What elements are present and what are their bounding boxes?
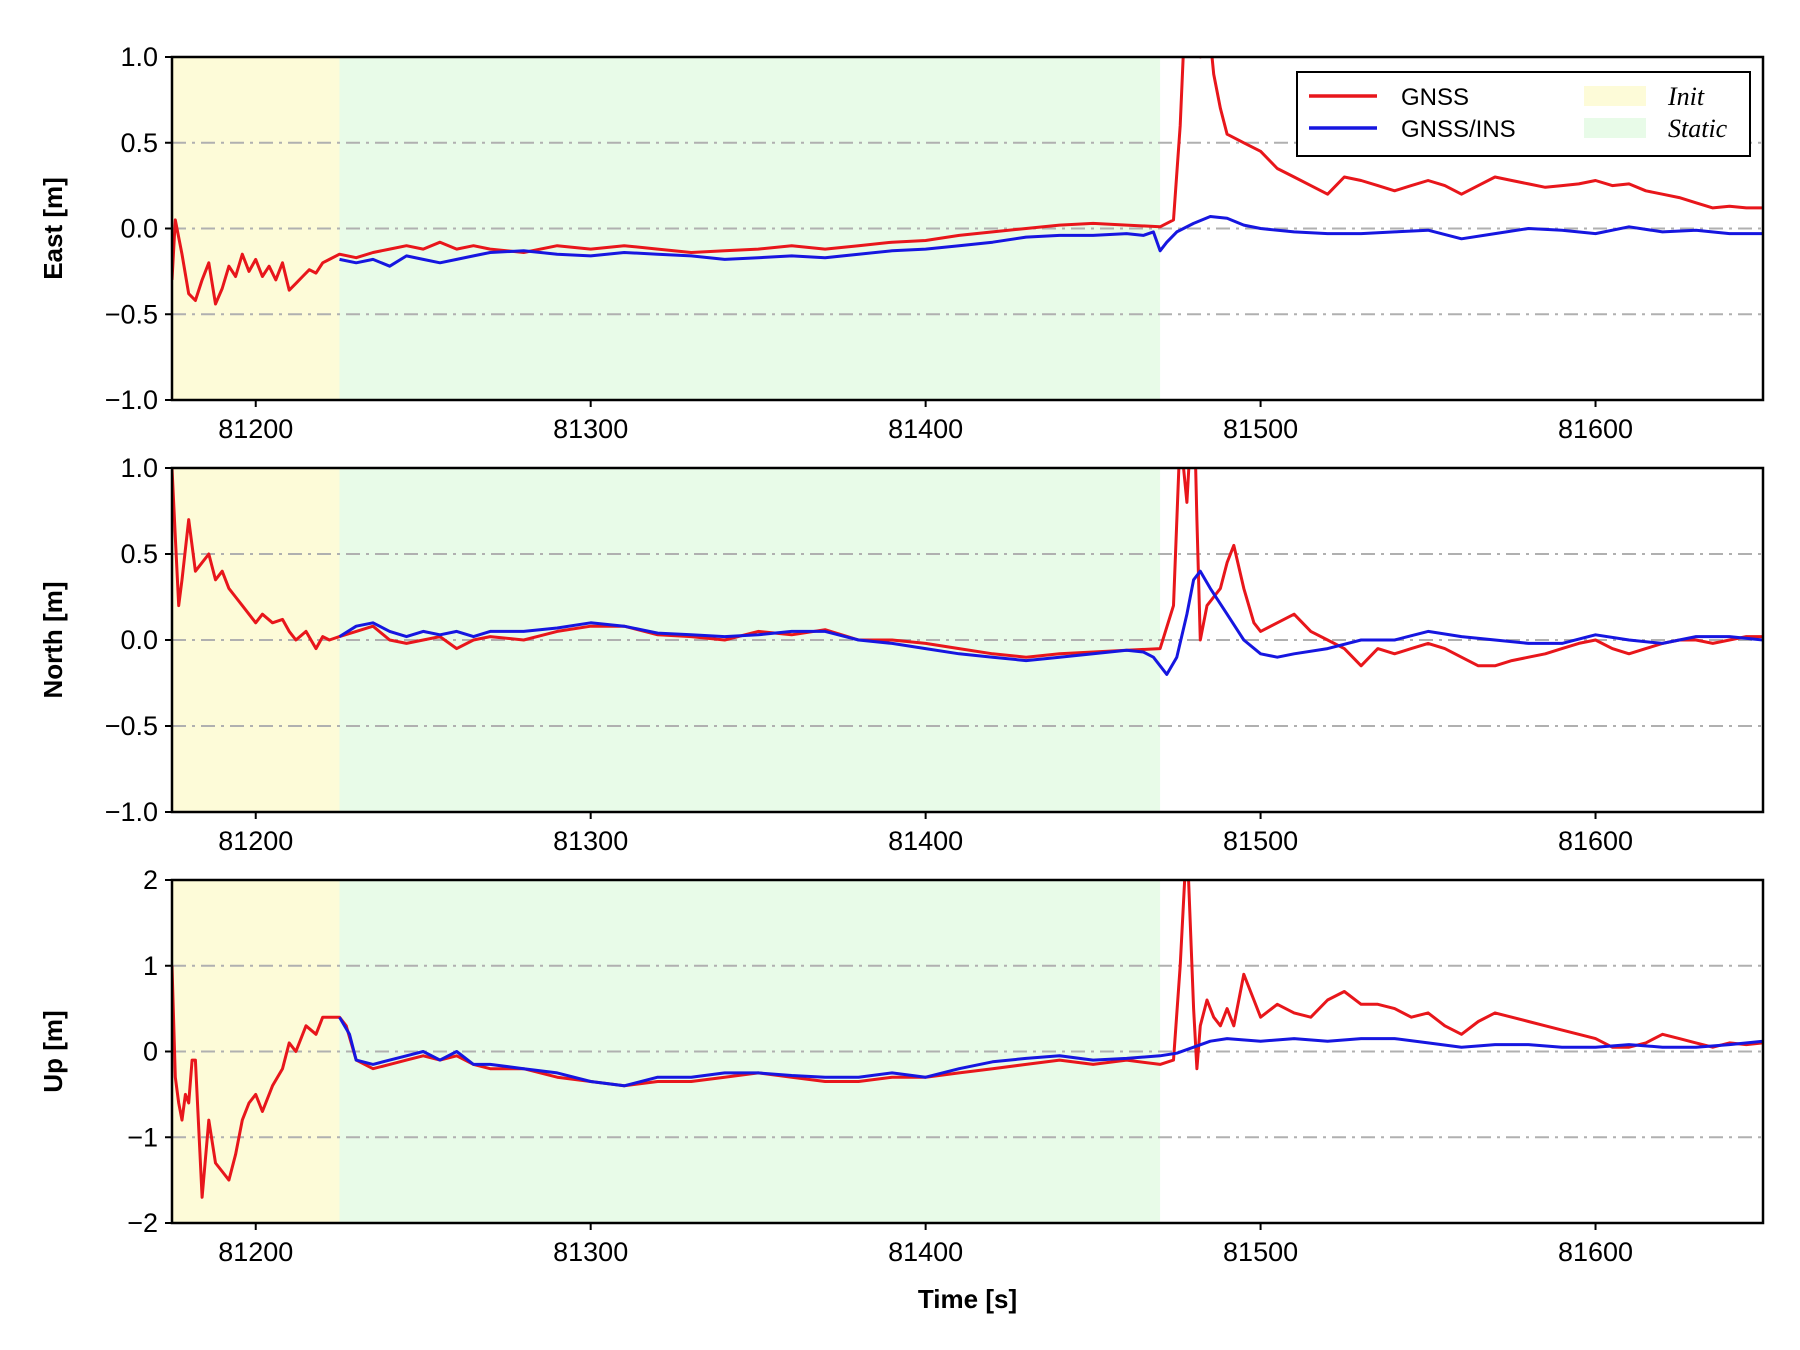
y-tick-label: 1 xyxy=(143,951,158,981)
series-line-gnss-ins xyxy=(338,1016,1763,1088)
y-axis-title: East [m] xyxy=(38,177,68,280)
series-line-gnss xyxy=(172,468,1763,668)
y-tick-label: 2 xyxy=(143,865,158,895)
y-tick-label: −1 xyxy=(127,1122,158,1152)
shaded-region-init xyxy=(172,57,340,400)
panels: 1.0 0.5 0.0 −0.5 −1.0 81200 81300 81400 81500 816… xyxy=(38,42,1765,1267)
y-tick-label: −1.0 xyxy=(105,797,158,827)
x-tick-label: 81400 xyxy=(888,1237,963,1267)
x-tick-label: 81600 xyxy=(1558,826,1633,856)
legend-label: Static xyxy=(1668,114,1728,143)
y-tick-label: 1.0 xyxy=(120,453,158,483)
panel-2: 1.0 0.5 0.0 −0.5 −1.0 81200 81300 81400 81500 816… xyxy=(38,453,1765,856)
y-tick-label: 1.0 xyxy=(120,42,158,72)
y-axis-title: North [m] xyxy=(38,582,68,699)
x-tick-label: 81400 xyxy=(888,414,963,444)
x-tick-label: 81500 xyxy=(1223,826,1298,856)
x-tick-label: 81300 xyxy=(553,414,628,444)
y-tick-label: −0.5 xyxy=(105,711,158,741)
x-tick-label: 81200 xyxy=(218,414,293,444)
y-axis-title: Up [m] xyxy=(38,1010,68,1092)
x-tick-label: 81200 xyxy=(218,1237,293,1267)
legend-label: Init xyxy=(1667,82,1705,111)
series-line-gnss xyxy=(172,880,1763,1199)
legend-swatch-patch xyxy=(1584,86,1646,106)
legend-box xyxy=(1296,71,1751,157)
x-tick-label: 81200 xyxy=(218,826,293,856)
shaded-region-init xyxy=(172,880,340,1223)
legend-label: GNSS xyxy=(1401,84,1469,111)
x-tick-label: 81500 xyxy=(1223,1237,1298,1267)
panel-3: 2 1 0 −1 −2 81200 81300 81400 81500 81600 Up [m] xyxy=(38,865,1765,1267)
panel-1: 1.0 0.5 0.0 −0.5 −1.0 81200 81300 81400 81500 816… xyxy=(38,42,1765,444)
x-tick-label: 81500 xyxy=(1223,414,1298,444)
y-tick-label: 0.5 xyxy=(120,539,158,569)
y-tick-label: 0.5 xyxy=(120,128,158,158)
series-line-gnss-ins xyxy=(338,569,1763,676)
shaded-region-init xyxy=(172,468,340,812)
series-line-gnss xyxy=(172,57,1763,306)
x-tick-label: 81600 xyxy=(1558,414,1633,444)
legend-label: GNSS/INS xyxy=(1401,116,1516,143)
legend: GNSS GNSS/INS Init Static xyxy=(1296,71,1751,157)
series-line-gnss-ins xyxy=(339,215,1763,268)
x-tick-label: 81400 xyxy=(888,826,963,856)
y-tick-label: −1.0 xyxy=(105,385,158,415)
y-tick-label: 0.0 xyxy=(120,214,158,244)
legend-swatch-patch xyxy=(1584,118,1646,138)
y-tick-label: −2 xyxy=(127,1208,158,1238)
y-tick-label: 0 xyxy=(143,1037,158,1067)
x-tick-label: 81600 xyxy=(1558,1237,1633,1267)
x-tick-label: 81300 xyxy=(553,826,628,856)
y-tick-label: −0.5 xyxy=(105,299,158,329)
x-axis-title: Time [s] xyxy=(918,1284,1017,1314)
y-tick-label: 0.0 xyxy=(120,625,158,655)
x-tick-label: 81300 xyxy=(553,1237,628,1267)
